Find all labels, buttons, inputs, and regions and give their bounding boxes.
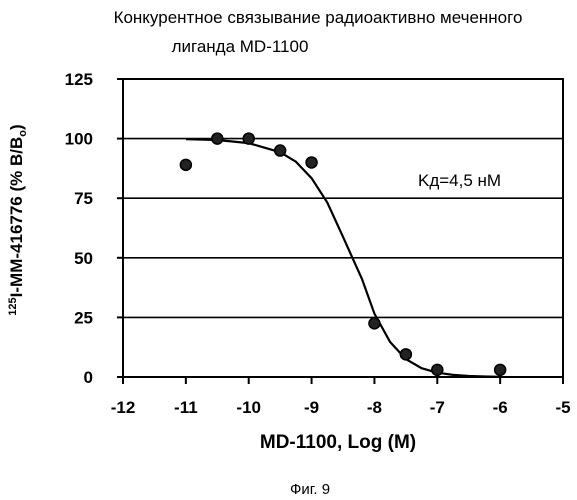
data-point [273, 144, 287, 157]
x-tick-label: -7 [430, 398, 445, 417]
data-point [399, 348, 413, 361]
chart-title-line-2: лиганда MD-1100 [172, 37, 309, 56]
y-axis-label: 125I-MM-416776 (% B/Bo) [7, 124, 29, 315]
y-tick-label: 75 [74, 189, 93, 208]
y-axis: 0 25 50 75 100 125 [65, 70, 123, 387]
y-tick-label: 0 [84, 368, 93, 387]
data-points [179, 132, 507, 377]
y-axis-label-sup: 125 [7, 297, 19, 315]
x-tick-label: -12 [111, 398, 136, 417]
kd-annotation: Kд=4,5 нМ [418, 171, 501, 190]
y-axis-label-end: ) [7, 124, 26, 130]
x-axis: -12 -11 -10 -9 -8 -7 -6 -5 [111, 377, 571, 417]
y-tick-label: 125 [65, 70, 93, 89]
x-tick-label: -6 [493, 398, 508, 417]
x-tick-label: -8 [367, 398, 382, 417]
y-axis-label-main: I-MM-416776 (% B/B [7, 137, 26, 298]
data-point [211, 132, 224, 145]
data-point [368, 317, 381, 330]
figure-caption: Фиг. 9 [290, 481, 330, 498]
x-tick-label: -10 [236, 398, 261, 417]
y-tick-label: 50 [74, 249, 93, 268]
y-tick-label: 25 [74, 308, 93, 327]
data-point [179, 158, 193, 172]
y-tick-label: 100 [65, 130, 93, 149]
data-point [305, 156, 318, 169]
x-axis-label: MD-1100, Log (M) [260, 432, 416, 453]
data-point [242, 132, 255, 145]
x-tick-label: -5 [555, 398, 570, 417]
plot-area [122, 78, 564, 378]
data-point [431, 363, 444, 377]
y-axis-label-sub: o [17, 130, 29, 137]
data-point [493, 363, 507, 377]
x-tick-label: -11 [174, 398, 198, 417]
x-tick-label: -9 [304, 398, 319, 417]
chart-title-line-1: Конкурентное связывание радиоактивно меч… [114, 8, 523, 27]
